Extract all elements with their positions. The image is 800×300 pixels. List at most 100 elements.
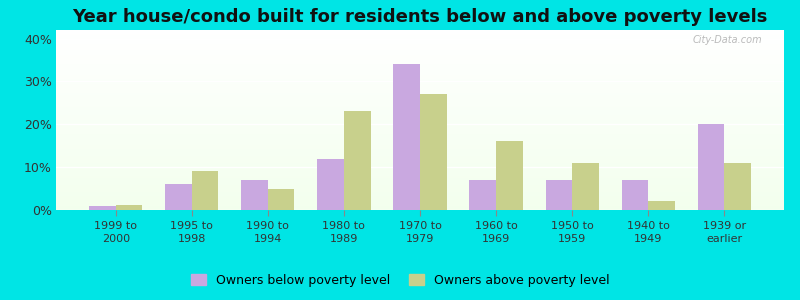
Bar [470,180,496,210]
Bar [344,111,370,210]
Bar [56,35,784,37]
Bar [56,196,784,197]
Bar [56,107,784,109]
Bar [56,158,784,160]
Bar [56,176,784,178]
Bar [496,141,522,210]
Bar [420,94,446,210]
Title: Year house/condo built for residents below and above poverty levels: Year house/condo built for residents bel… [72,8,768,26]
Bar [56,37,784,39]
Bar [56,32,784,34]
Bar [56,106,784,107]
Bar [56,97,784,98]
Bar [268,189,294,210]
Bar [56,84,784,86]
Bar [56,71,784,73]
Bar [116,205,142,210]
Bar [56,48,784,50]
Bar [56,147,784,149]
Bar [56,187,784,188]
Bar [56,118,784,120]
Bar [56,160,784,161]
Bar [56,120,784,122]
Bar [242,180,268,210]
Bar [56,183,784,185]
Bar [56,53,784,55]
Bar [56,46,784,48]
Bar [56,30,784,32]
Text: City-Data.com: City-Data.com [693,35,762,45]
Bar [56,161,784,163]
Bar [56,75,784,77]
Bar [56,116,784,118]
Bar [56,44,784,46]
Bar [56,152,784,154]
Bar [56,113,784,115]
Bar [56,127,784,129]
Bar [56,86,784,88]
Bar [56,104,784,106]
Bar [56,131,784,133]
Bar [56,201,784,203]
Bar [56,205,784,206]
Bar [56,165,784,167]
Bar [56,55,784,57]
Bar [56,57,784,59]
Bar [56,79,784,80]
Bar [56,124,784,125]
Bar [56,88,784,89]
Bar [56,133,784,134]
Bar [56,203,784,205]
Bar [56,59,784,61]
Bar [56,185,784,187]
Bar [56,93,784,95]
Bar [56,145,784,147]
Bar [648,201,675,210]
Bar [56,163,784,165]
Bar [56,154,784,156]
Bar [56,39,784,41]
Bar [56,178,784,179]
Bar [56,206,784,208]
Bar [56,199,784,201]
Bar [56,91,784,93]
Bar [56,134,784,136]
Bar [56,167,784,169]
Bar [56,89,784,91]
Legend: Owners below poverty level, Owners above poverty level: Owners below poverty level, Owners above… [187,270,613,291]
Bar [56,80,784,82]
Bar [56,34,784,35]
Bar [56,188,784,190]
Bar [56,140,784,142]
Bar [394,64,420,210]
Bar [56,52,784,53]
Bar [56,151,784,152]
Bar [89,206,116,210]
Bar [56,95,784,97]
Bar [56,143,784,145]
Bar [56,68,784,70]
Bar [56,138,784,140]
Bar [56,172,784,174]
Bar [56,192,784,194]
Bar [56,170,784,172]
Bar [56,43,784,44]
Bar [56,190,784,192]
Bar [56,208,784,210]
Bar [56,41,784,43]
Bar [56,197,784,199]
Bar [56,100,784,102]
Bar [724,163,751,210]
Bar [56,64,784,66]
Bar [56,194,784,196]
Bar [318,159,344,210]
Bar [56,122,784,124]
Bar [56,73,784,75]
Bar [56,181,784,183]
Bar [192,171,218,210]
Bar [56,62,784,64]
Bar [56,82,784,84]
Bar [56,174,784,176]
Bar [572,163,598,210]
Bar [56,136,784,138]
